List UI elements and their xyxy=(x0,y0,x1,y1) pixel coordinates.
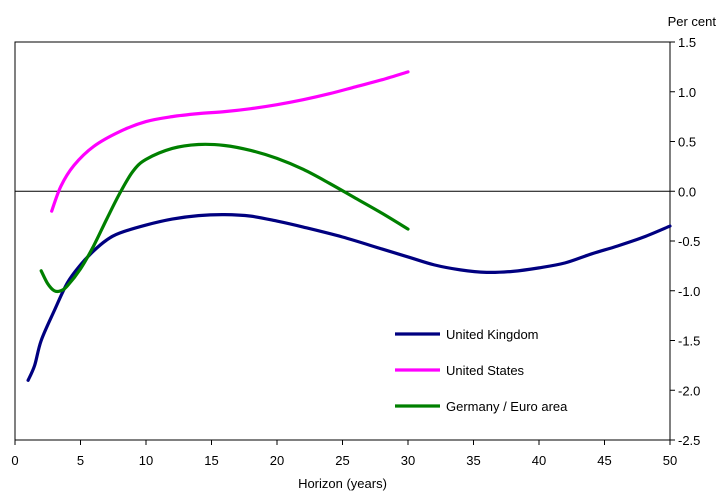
x-tick-label: 0 xyxy=(11,453,18,468)
y-tick-label: 0.5 xyxy=(678,135,696,150)
series-line-united-states xyxy=(50,70,410,213)
x-tick-label: 20 xyxy=(270,453,284,468)
y-tick-label: 1.0 xyxy=(678,85,696,100)
x-tick-label: 30 xyxy=(401,453,415,468)
y-tick-label: -2.5 xyxy=(678,433,700,448)
series-line-united-kingdom xyxy=(26,213,672,382)
legend-label-united-kingdom: United Kingdom xyxy=(446,327,539,342)
x-axis-ticks: 0 5 10 15 20 25 30 35 40 45 50 xyxy=(11,440,677,468)
y-tick-label: 1.5 xyxy=(678,35,696,50)
legend: United Kingdom United States Germany / Eur… xyxy=(395,327,568,414)
y-axis-ticks: 1.5 1.0 0.5 0.0 -0.5 -1.0 -1.5 -2.0 -2.5 xyxy=(670,35,700,448)
series-line-germany-euro-area xyxy=(39,142,410,294)
x-tick-label: 25 xyxy=(335,453,349,468)
x-tick-label: 35 xyxy=(466,453,480,468)
x-tick-label: 45 xyxy=(597,453,611,468)
y-tick-label: 0.0 xyxy=(678,184,696,199)
y-axis-title: Per cent xyxy=(668,14,717,29)
y-tick-label: -1.0 xyxy=(678,284,700,299)
legend-label-united-states: United States xyxy=(446,363,525,378)
y-tick-label: -1.5 xyxy=(678,334,700,349)
y-tick-label: -2.0 xyxy=(678,383,700,398)
y-tick-label: -0.5 xyxy=(678,234,700,249)
legend-label-germany-euro-area: Germany / Euro area xyxy=(446,399,568,414)
x-tick-label: 50 xyxy=(663,453,677,468)
plot-area-frame xyxy=(14,41,671,441)
x-tick-label: 15 xyxy=(204,453,218,468)
x-tick-label: 10 xyxy=(139,453,153,468)
x-axis-title: Horizon (years) xyxy=(298,476,387,491)
series-lines xyxy=(26,70,672,382)
x-tick-label: 40 xyxy=(532,453,546,468)
x-tick-label: 5 xyxy=(77,453,84,468)
